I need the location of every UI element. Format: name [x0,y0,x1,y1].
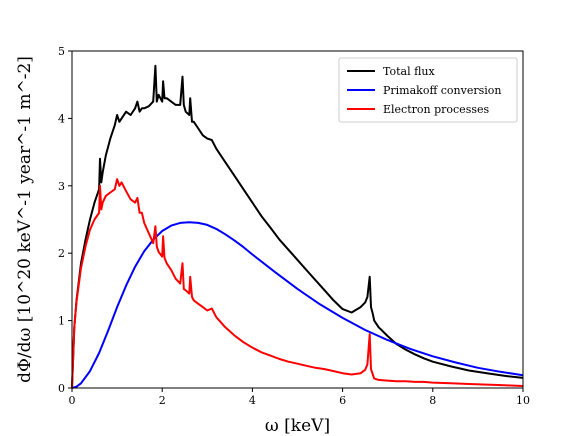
x-axis: 0 2 4 6 8 10 [69,388,530,407]
series-line-total-flux [71,64,524,389]
legend-label: Electron processes [383,103,489,116]
y-tick-label: 0 [58,382,65,395]
plot-lines [71,64,524,389]
legend: Total flux Primakoff conversion Electron p… [338,57,518,123]
y-tick-label: 4 [58,112,65,125]
series-line-primakoff-conversion [71,221,524,389]
y-axis-label-group: dΦ/dω [10^20 keV^-1 year^-1 m^-2] [15,56,35,383]
x-tick-label: 6 [339,394,346,407]
y-tick-label: 5 [58,45,65,58]
y-tick-label: 1 [58,315,65,328]
x-tick-label: 10 [516,394,530,407]
legend-label: Primakoff conversion [383,84,502,97]
x-axis-label: ω [keV] [265,416,330,436]
series-line-electron-processes [71,178,524,389]
y-tick-label: 3 [58,180,65,193]
x-tick-label: 2 [159,394,166,407]
x-tick-label: 8 [429,394,436,407]
plot-frame [71,50,524,389]
y-axis-label: dΦ/dω [10^20 keV^-1 year^-1 m^-2] [15,56,35,383]
x-tick-label: 4 [249,394,256,407]
x-tick-label: 0 [69,394,76,407]
legend-entries: Total flux Primakoff conversion Electron p… [347,65,502,116]
legend-box [338,57,518,123]
y-axis: 0 1 2 3 4 5 [58,45,72,395]
y-tick-label: 2 [58,247,65,260]
legend-label: Total flux [383,65,436,78]
